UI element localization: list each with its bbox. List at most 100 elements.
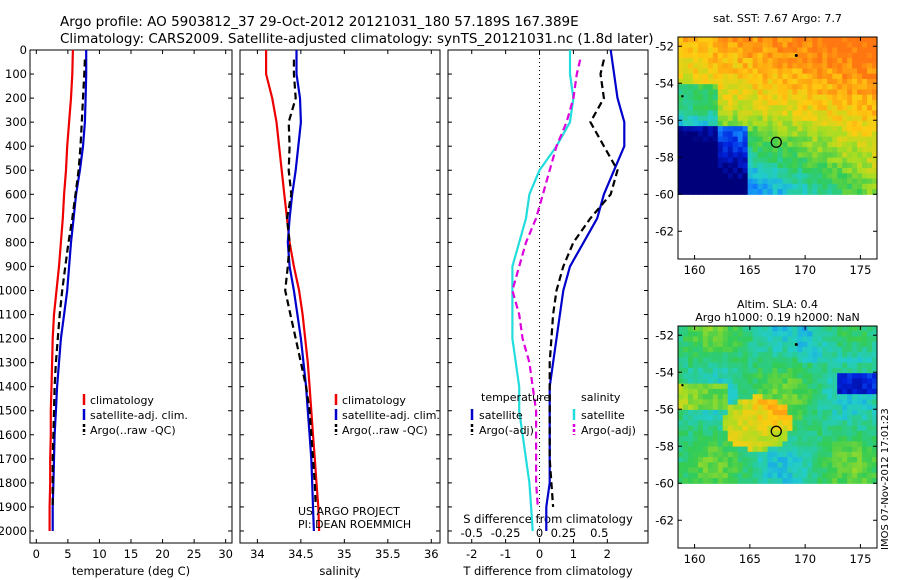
heatmap-cell xyxy=(792,446,798,453)
heatmap-cell xyxy=(842,420,848,427)
heatmap-cell xyxy=(857,136,863,143)
heatmap-cell xyxy=(807,331,813,338)
heatmap-cell xyxy=(852,399,858,406)
heatmap-cell xyxy=(737,52,744,59)
heatmap-cell xyxy=(737,404,744,411)
heatmap-cell xyxy=(837,178,843,185)
heatmap-cell xyxy=(842,68,848,75)
heatmap-cell xyxy=(762,436,769,442)
heatmap-cell xyxy=(742,63,749,70)
heatmap-cell xyxy=(772,441,779,448)
heatmap-cell xyxy=(767,326,774,332)
heatmap-cell xyxy=(702,141,709,148)
heatmap-cell xyxy=(737,136,744,143)
heatmap-cell xyxy=(747,404,754,411)
heatmap-cell xyxy=(852,404,858,411)
heatmap-cell xyxy=(822,178,828,185)
heatmap-cell xyxy=(852,183,858,190)
heatmap-cell xyxy=(702,383,709,390)
heatmap-cell xyxy=(837,110,843,117)
heatmap-cell xyxy=(807,42,813,49)
heatmap-cell xyxy=(772,404,779,411)
heatmap-cell xyxy=(807,388,813,395)
heatmap-cell xyxy=(717,362,724,369)
heatmap-cell xyxy=(772,131,779,138)
heatmap-cell xyxy=(822,341,828,348)
plot-frame xyxy=(239,49,441,544)
heatmap-cell xyxy=(727,467,734,474)
heatmap-cell xyxy=(717,157,724,164)
heatmap-cell xyxy=(777,52,784,59)
heatmap-cell xyxy=(777,436,784,442)
series-black-dash-2 xyxy=(284,59,317,507)
heatmap-cell xyxy=(817,94,823,101)
heatmap-cell xyxy=(832,399,838,406)
heatmap-cell xyxy=(752,47,759,54)
heatmap-cell xyxy=(707,57,714,64)
heatmap-cell xyxy=(842,157,848,164)
heatmap-cell xyxy=(872,326,878,332)
heatmap-cell xyxy=(747,126,754,132)
heatmap-cell xyxy=(782,336,789,343)
heatmap-cell xyxy=(792,57,798,64)
heatmap-cell xyxy=(742,73,749,80)
heatmap-cell xyxy=(697,89,704,96)
heatmap-cell xyxy=(747,352,754,359)
heatmap-cell xyxy=(802,415,808,421)
heatmap-cell xyxy=(777,105,784,111)
heatmap-cell xyxy=(857,457,863,463)
y-tick-label: 300 xyxy=(5,115,27,129)
heatmap-cell xyxy=(812,409,818,416)
heatmap-cell xyxy=(678,472,684,479)
heatmap-cell xyxy=(787,173,794,180)
heatmap-cell xyxy=(772,173,779,180)
heatmap-cell xyxy=(717,94,724,101)
heatmap-cell xyxy=(692,378,699,385)
heatmap-cell xyxy=(787,162,794,169)
series-black-dash-2 xyxy=(51,59,86,507)
heatmap-cell xyxy=(692,394,699,400)
heatmap-cell xyxy=(692,68,699,75)
heatmap-cell xyxy=(852,168,858,174)
heatmap-cell xyxy=(832,462,838,469)
heatmap-cell xyxy=(712,331,719,338)
heatmap-cell xyxy=(787,168,794,174)
heatmap-cell xyxy=(777,89,784,96)
heatmap-cell xyxy=(857,373,863,380)
heatmap-cell xyxy=(732,141,739,148)
heatmap-cell xyxy=(752,436,759,442)
heatmap-cell xyxy=(727,115,734,122)
heatmap-cell xyxy=(857,147,863,153)
heatmap-cell xyxy=(702,451,709,458)
heatmap-cell xyxy=(737,378,744,385)
heatmap-cell xyxy=(682,157,689,164)
heatmap-cell xyxy=(847,147,853,153)
heatmap-cell xyxy=(797,152,803,159)
heatmap-cell xyxy=(812,131,818,138)
heatmap-cell xyxy=(727,141,734,148)
y-tick-label: 1700 xyxy=(0,452,27,466)
heatmap-cell xyxy=(772,47,779,54)
heatmap-cell xyxy=(722,467,729,474)
heatmap-cell xyxy=(827,126,833,132)
y-tick-label: 0 xyxy=(20,43,27,57)
heatmap-cell xyxy=(707,357,714,364)
heatmap-cell xyxy=(762,131,769,138)
heatmap-cell xyxy=(682,472,689,479)
heatmap-cell xyxy=(857,436,863,442)
heatmap-cell xyxy=(827,47,833,54)
heatmap-cell xyxy=(678,399,684,406)
heatmap-cell xyxy=(827,472,833,479)
heatmap-cell xyxy=(812,383,818,390)
heatmap-cell xyxy=(862,457,868,463)
heatmap-cell xyxy=(752,110,759,117)
heatmap-cell xyxy=(862,346,868,353)
heatmap-cell xyxy=(817,131,823,138)
heatmap-cell xyxy=(682,446,689,453)
heatmap-cell xyxy=(737,57,744,64)
heatmap-cell xyxy=(777,409,784,416)
heatmap-cell xyxy=(837,420,843,427)
heatmap-cell xyxy=(802,409,808,416)
heatmap-cell xyxy=(742,331,749,338)
heatmap-cell xyxy=(762,120,769,127)
